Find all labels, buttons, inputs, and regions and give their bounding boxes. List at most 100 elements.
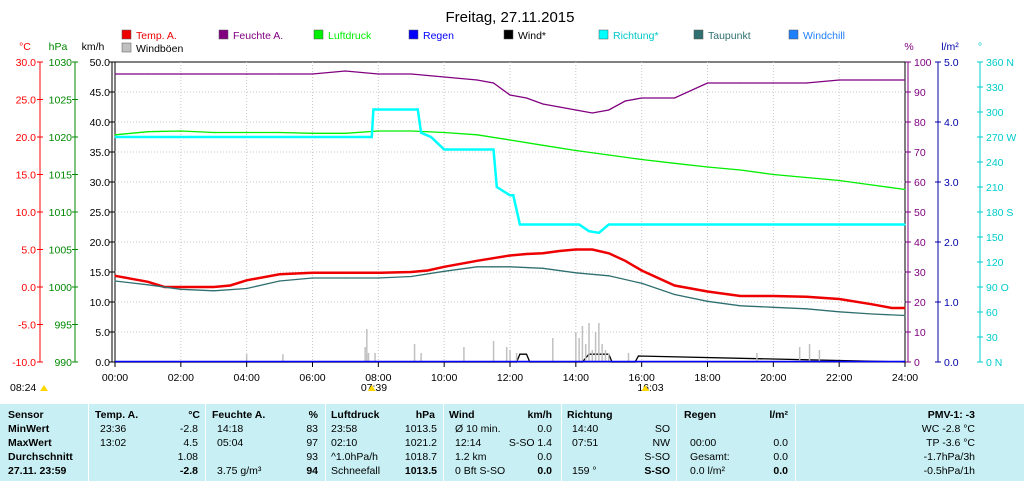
data-point xyxy=(114,73,116,75)
humidity-axis-tick-label: 90 xyxy=(914,87,926,99)
header-sensor: Sensor xyxy=(8,409,44,421)
wind-axis-tick-label: 15.0 xyxy=(90,267,111,279)
legend-swatch xyxy=(408,29,419,40)
data-point xyxy=(114,134,116,136)
data-point xyxy=(608,109,610,111)
data-point xyxy=(476,79,478,81)
data-point xyxy=(417,108,419,111)
data-point xyxy=(311,73,314,75)
humidity-axis-tick-label: 80 xyxy=(914,117,926,129)
series-temp-a-line xyxy=(114,248,905,310)
data-point xyxy=(420,132,422,134)
x-tick-label: 00:00 xyxy=(102,372,128,384)
direction-axis-tick-label: 360 N xyxy=(986,57,1014,69)
wind-axis-unit: km/h xyxy=(82,41,105,53)
data-point xyxy=(180,286,182,288)
data-point xyxy=(739,295,742,297)
data-point xyxy=(443,266,445,268)
rain-value: 0.0 xyxy=(773,465,788,477)
rain-axis-tick-label: 5.0 xyxy=(944,57,959,69)
data-point xyxy=(871,79,873,81)
row-label: MinWert xyxy=(8,423,50,435)
data-point xyxy=(673,97,676,99)
temp-value: 4.5 xyxy=(183,437,198,449)
data-point xyxy=(706,166,709,168)
legend-label: Luftdruck xyxy=(328,30,372,42)
wind-time: 1.2 km xyxy=(455,451,487,463)
data-point xyxy=(384,108,386,111)
humidity-axis-tick-label: 60 xyxy=(914,177,926,189)
humidity-time: 3.75 g/m³ xyxy=(217,465,262,477)
humidity-axis-unit: % xyxy=(904,41,913,53)
data-point xyxy=(575,248,577,251)
pressure-axis-tick-label: 1010 xyxy=(49,207,73,219)
pressure-axis-tick-label: 990 xyxy=(54,357,72,369)
temp-axis-unit: °C xyxy=(19,41,31,53)
column-separator xyxy=(325,404,326,481)
data-point xyxy=(706,82,709,84)
data-point xyxy=(278,131,281,134)
data-point xyxy=(519,353,521,355)
data-point xyxy=(130,278,133,280)
data-point xyxy=(344,132,347,134)
row-label: MaxWert xyxy=(8,437,52,449)
direction-axis-tick-label: 180 S xyxy=(986,207,1013,219)
x-tick-label: 14:00 xyxy=(563,372,589,384)
header-pressure-unit: hPa xyxy=(415,409,435,421)
wind-axis-tick-label: 0.0 xyxy=(95,357,110,369)
direction-axis-tick-label: 120 xyxy=(986,257,1004,269)
data-point xyxy=(772,173,774,176)
data-point xyxy=(496,186,498,188)
data-point xyxy=(311,272,314,274)
direction-value: NW xyxy=(652,437,671,449)
data-point xyxy=(509,194,511,196)
legend-label: Wind* xyxy=(518,30,546,42)
header-pmv: PMV-1: -3 xyxy=(927,409,975,421)
data-point xyxy=(624,260,626,262)
data-point xyxy=(805,308,807,310)
wind-value: 0.0 xyxy=(537,451,552,463)
data-point xyxy=(246,279,248,281)
data-point xyxy=(443,270,445,272)
temp-time: 13:02 xyxy=(100,437,127,449)
direction-axis-tick-label: 240 xyxy=(986,157,1004,169)
data-point xyxy=(673,293,676,296)
data-point xyxy=(476,266,478,268)
humidity-value: 97 xyxy=(306,437,318,449)
data-point xyxy=(772,82,774,84)
temp-axis-tick-label: 5.0 xyxy=(21,245,36,257)
data-point xyxy=(624,100,626,102)
legend-swatch xyxy=(693,29,704,40)
header-direction: Richtung xyxy=(567,409,613,421)
temp-axis-tick-label: -5.0 xyxy=(18,320,36,332)
legend-swatch xyxy=(121,29,132,40)
data-point xyxy=(525,253,528,255)
pressure-time: ^1.0hPa/h xyxy=(331,451,378,463)
pressure-axis-tick-label: 1015 xyxy=(49,170,73,182)
wind-axis-tick-label: 20.0 xyxy=(90,237,111,249)
data-point xyxy=(542,252,544,254)
data-point xyxy=(410,130,412,132)
data-point xyxy=(904,188,906,191)
data-point xyxy=(871,184,873,186)
row-label: Durchschnitt xyxy=(8,451,73,463)
legend-swatch xyxy=(503,29,514,40)
humidity-axis-tick-label: 10 xyxy=(914,327,926,339)
pressure-axis-tick-label: 1030 xyxy=(49,57,73,69)
data-point xyxy=(891,307,893,309)
temp-axis-tick-label: 20.0 xyxy=(16,132,37,144)
direction-axis-tick-label: 300 xyxy=(986,107,1004,119)
rain-time: 0.0 l/m² xyxy=(690,465,726,477)
direction-axis-tick-label: 60 xyxy=(986,307,998,319)
data-point xyxy=(180,288,182,290)
data-point xyxy=(772,306,774,308)
sun-marker-icon xyxy=(367,385,376,391)
header-humidity: Feuchte A. xyxy=(212,409,266,421)
data-point xyxy=(772,295,774,297)
data-point xyxy=(344,70,347,72)
data-point xyxy=(558,106,560,108)
data-point xyxy=(246,131,248,134)
data-point xyxy=(509,139,511,141)
temp-value: -2.8 xyxy=(179,465,198,477)
data-point xyxy=(377,130,379,132)
